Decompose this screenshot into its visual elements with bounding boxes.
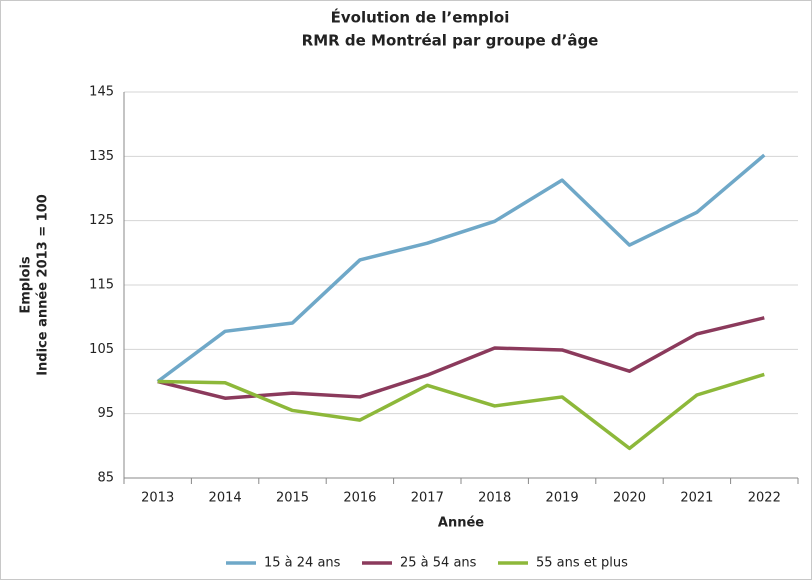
x-axis-label: Année xyxy=(438,516,484,531)
x-tick-label: 2016 xyxy=(343,491,376,506)
y-tick-label: 115 xyxy=(89,278,114,293)
legend-label: 55 ans et plus xyxy=(536,556,628,571)
y-tick-label: 95 xyxy=(97,406,114,421)
chart-title: Évolution de l’emploi xyxy=(331,8,510,27)
x-tick-label: 2015 xyxy=(276,491,309,506)
y-tick-label: 145 xyxy=(89,85,114,100)
x-tick-label: 2022 xyxy=(748,491,781,506)
series-line xyxy=(157,372,765,451)
series-line xyxy=(156,153,766,383)
x-tick-label: 2017 xyxy=(411,491,444,506)
x-tick-label: 2014 xyxy=(209,491,242,506)
y-axis-label: Emplois xyxy=(19,256,34,314)
x-tick-label: 2021 xyxy=(680,491,713,506)
legend-label: 15 à 24 ans xyxy=(264,556,341,571)
y-tick-label: 105 xyxy=(89,342,114,357)
x-tick-label: 2019 xyxy=(546,491,579,506)
legend-label: 25 à 54 ans xyxy=(400,556,477,571)
y-axis-label: Indice année 2013 = 100 xyxy=(36,194,51,376)
x-tick-label: 2018 xyxy=(478,491,511,506)
x-tick-label: 2013 xyxy=(141,491,174,506)
y-tick-label: 135 xyxy=(89,149,114,164)
x-tick-label: 2020 xyxy=(613,491,646,506)
y-tick-label: 85 xyxy=(97,471,114,486)
y-tick-label: 125 xyxy=(89,213,114,228)
chart-subtitle: RMR de Montréal par groupe d’âge xyxy=(302,32,599,50)
